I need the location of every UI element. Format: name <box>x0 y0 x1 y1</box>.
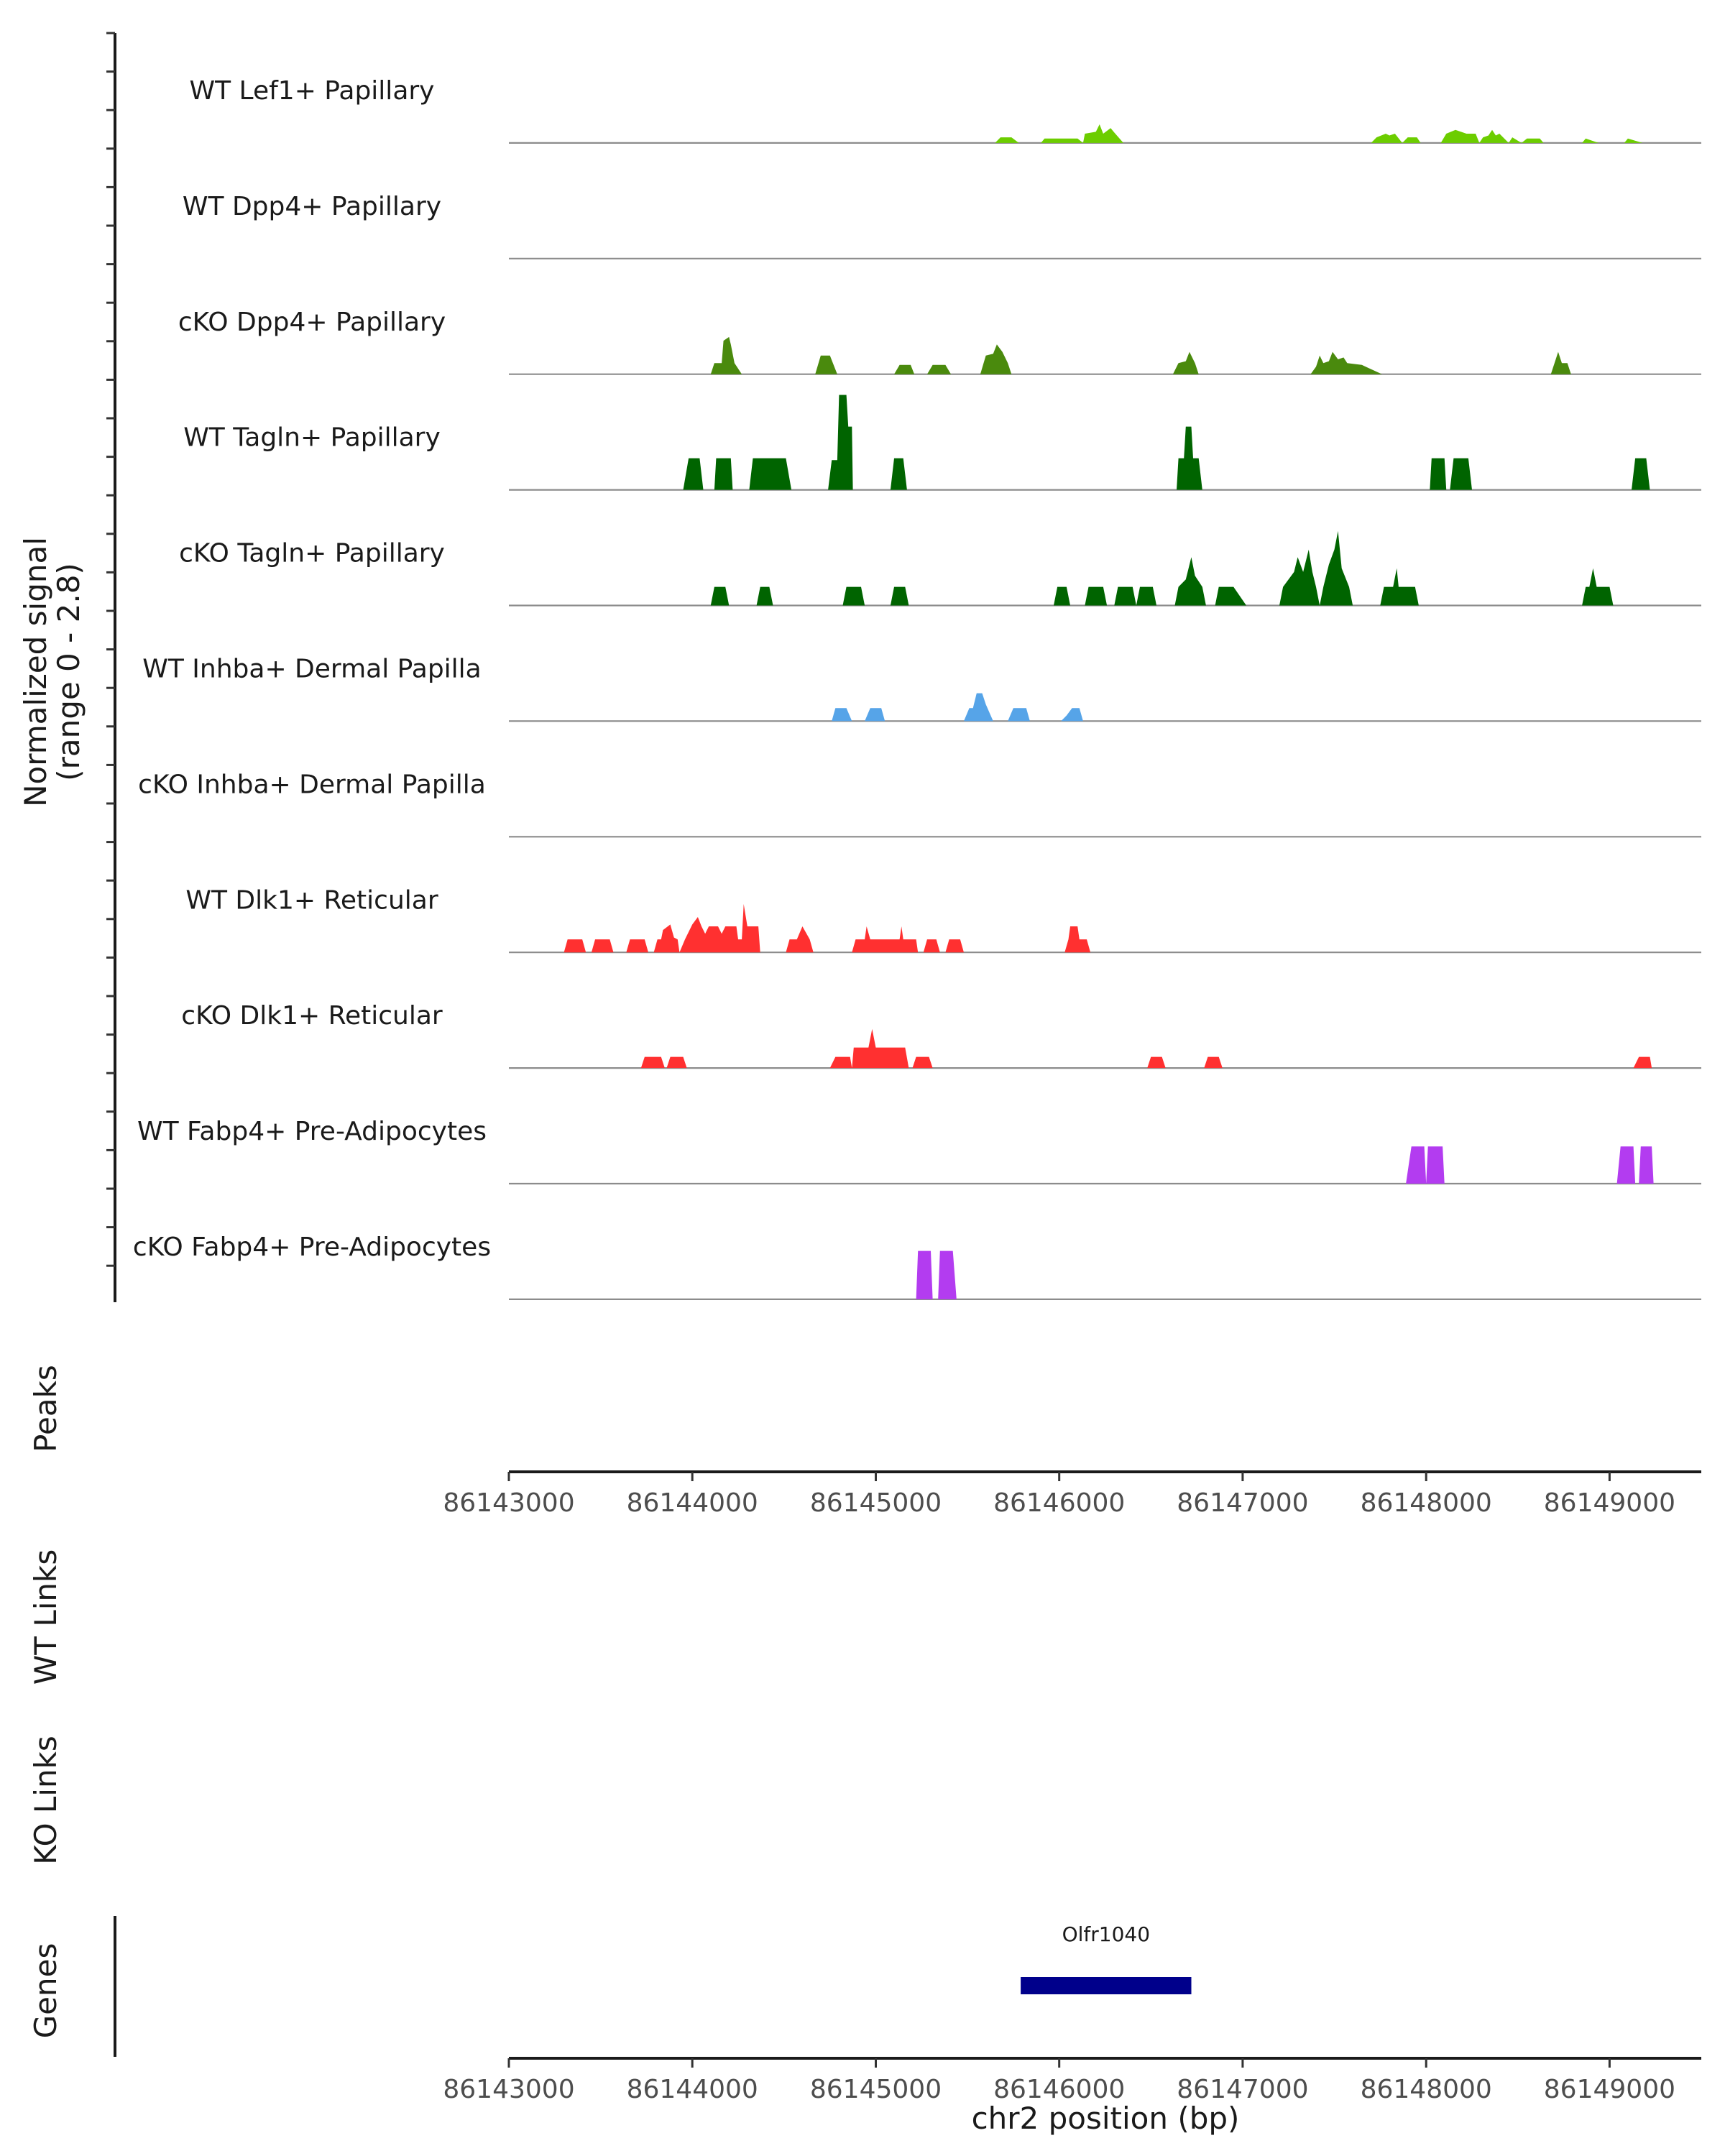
track-9: cKO Dlk1+ Reticular <box>181 1001 1701 1069</box>
track-label: cKO Fabp4+ Pre-Adipocytes <box>133 1233 491 1262</box>
x-tick-label: 86149000 <box>1544 1488 1675 1518</box>
coverage-area <box>916 1250 957 1299</box>
gene-label: Olfr1040 <box>1062 1922 1150 1946</box>
coverage-area <box>710 530 1614 606</box>
coverage-area <box>564 903 1091 953</box>
coverage-area <box>1406 1146 1654 1184</box>
coverage-area <box>832 693 1083 722</box>
genes-panel-label: Genes <box>28 1943 63 2039</box>
peaks-panel-label: Peaks <box>28 1365 63 1452</box>
track-label: cKO Tagln+ Papillary <box>179 539 445 568</box>
x-tick-label: 86149000 <box>1544 2075 1675 2104</box>
x-tick-label: 86143000 <box>443 1488 574 1518</box>
track-6: WT Inhba+ Dermal Papilla <box>142 655 1701 722</box>
coverage-tracks: WT Lef1+ Papillary WT Dpp4+ Papillary cKO … <box>133 76 1701 1301</box>
coverage-area <box>640 1028 1652 1069</box>
track-label: WT Dpp4+ Papillary <box>183 192 441 221</box>
wt-links-panel-label: WT Links <box>28 1549 63 1685</box>
track-11: cKO Fabp4+ Pre-Adipocytes <box>133 1233 1701 1301</box>
track-5: cKO Tagln+ Papillary <box>179 530 1701 607</box>
x-tick-label: 86144000 <box>627 2075 758 2104</box>
track-7: cKO Inhba+ Dermal Papilla <box>138 770 1701 838</box>
track-label: cKO Dlk1+ Reticular <box>181 1001 443 1031</box>
x-tick-label: 86143000 <box>443 2075 574 2104</box>
track-label: WT Inhba+ Dermal Papilla <box>142 655 481 684</box>
x-tick-label: 86147000 <box>1177 1488 1308 1518</box>
track-4: WT Tagln+ Papillary <box>183 395 1701 491</box>
x-tick-label: 86145000 <box>810 1488 942 1518</box>
x-tick-label: 86145000 <box>810 2075 942 2104</box>
track-8: WT Dlk1+ Reticular <box>185 885 1701 954</box>
track-10: WT Fabp4+ Pre-Adipocytes <box>137 1117 1701 1185</box>
coverage-area <box>995 124 1643 143</box>
x-axis-bottom: 86143000 86144000 86145000 86146000 86147000… <box>443 2057 1701 2104</box>
coverage-area <box>683 395 1650 490</box>
x-tick-label: 86147000 <box>1177 2075 1308 2104</box>
x-axis-title: chr2 position (bp) <box>972 2101 1240 2136</box>
track-label: cKO Inhba+ Dermal Papilla <box>138 770 486 799</box>
track-label: WT Dlk1+ Reticular <box>185 885 438 915</box>
y-axis-title-line2: (range 0 - 2.8) <box>51 563 86 781</box>
track-label: cKO Dpp4+ Papillary <box>178 308 446 337</box>
track-1: WT Lef1+ Papillary <box>190 76 1701 144</box>
ko-links-panel-label: KO Links <box>28 1736 63 1865</box>
gene-body <box>1021 1977 1192 1994</box>
y-axis-title-line1: Normalized signal <box>18 537 53 807</box>
track-3: cKO Dpp4+ Papillary <box>178 308 1701 375</box>
x-axis-top: 86143000 86144000 86145000 86146000 86147000… <box>443 1470 1701 1518</box>
x-tick-label: 86144000 <box>627 1488 758 1518</box>
coverage-area <box>710 336 1571 374</box>
track-label: WT Tagln+ Papillary <box>183 423 441 453</box>
x-tick-label: 86146000 <box>993 2075 1125 2104</box>
coverage-y-ticks <box>106 32 115 1267</box>
track-label: WT Lef1+ Papillary <box>190 76 435 106</box>
y-axis-title: Normalized signal (range 0 - 2.8) <box>18 537 86 807</box>
genes-track: Olfr1040 <box>1021 1922 1192 1994</box>
track-label: WT Fabp4+ Pre-Adipocytes <box>137 1117 487 1146</box>
track-2: WT Dpp4+ Papillary <box>183 192 1701 259</box>
x-tick-label: 86146000 <box>993 1488 1125 1518</box>
x-tick-label: 86148000 <box>1361 2075 1492 2104</box>
x-tick-label: 86148000 <box>1361 1488 1492 1518</box>
